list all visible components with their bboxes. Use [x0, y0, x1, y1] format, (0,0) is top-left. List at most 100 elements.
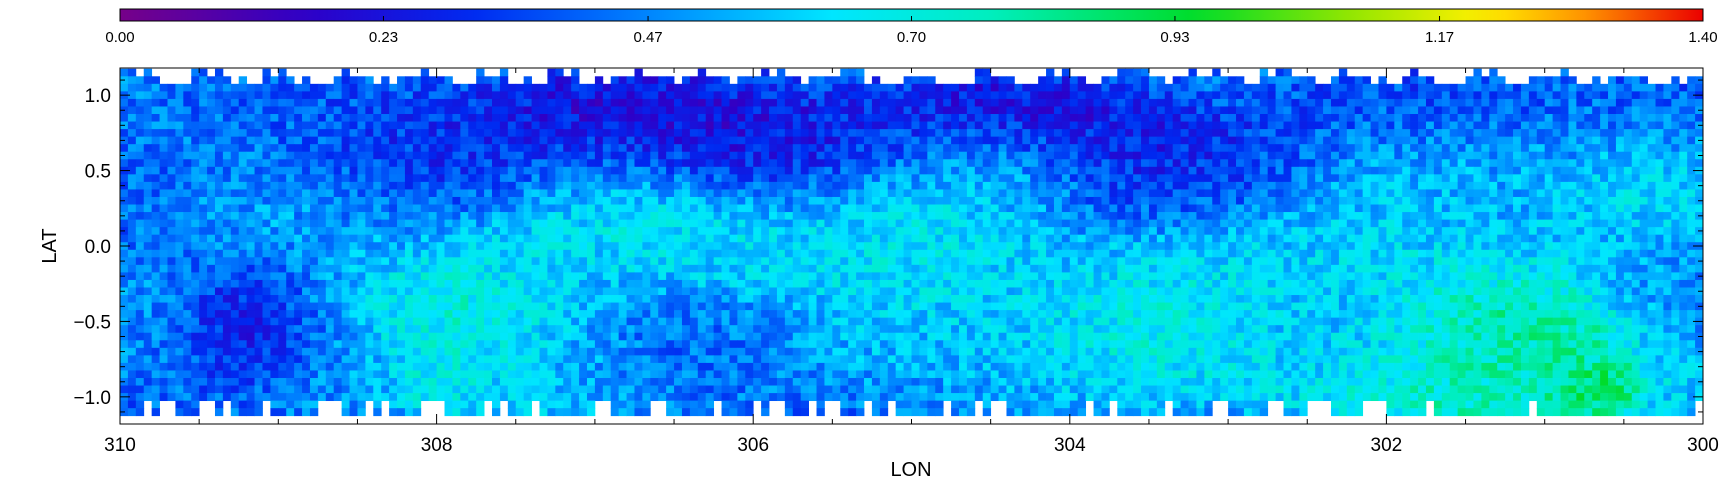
colorbar-tick-label: 0.00	[105, 29, 134, 46]
heatmap-cell	[1117, 159, 1125, 167]
heatmap-cell	[381, 159, 389, 167]
heatmap-cell	[1568, 122, 1576, 130]
heatmap-cell	[1276, 250, 1284, 258]
heatmap-cell	[650, 250, 658, 258]
heatmap-cell	[1054, 106, 1062, 114]
heatmap-cell	[223, 189, 231, 197]
heatmap-cell	[555, 114, 563, 122]
heatmap-cell	[342, 122, 350, 130]
heatmap-cell	[840, 257, 848, 265]
heatmap-cell	[619, 159, 627, 167]
heatmap-cell	[1196, 84, 1204, 92]
heatmap-cell	[1481, 174, 1489, 182]
heatmap-cell	[579, 114, 587, 122]
heatmap-cell	[1679, 182, 1687, 190]
heatmap-cell	[1204, 84, 1212, 92]
heatmap-cell	[445, 167, 453, 175]
heatmap-cell	[1656, 257, 1664, 265]
heatmap-cell	[595, 159, 603, 167]
heatmap-cell	[1196, 144, 1204, 152]
heatmap-cell	[563, 106, 571, 114]
heatmap-cell	[326, 159, 334, 167]
heatmap-cell	[1038, 197, 1046, 205]
heatmap-cell	[872, 159, 880, 167]
heatmap-cell	[516, 122, 524, 130]
heatmap-cell	[128, 144, 136, 152]
heatmap-cell	[1228, 250, 1236, 258]
heatmap-cell	[516, 114, 524, 122]
heatmap-cell	[421, 242, 429, 250]
heatmap-cell	[239, 235, 247, 243]
heatmap-cell	[634, 144, 642, 152]
heatmap-cell	[1521, 174, 1529, 182]
heatmap-cell	[223, 205, 231, 213]
heatmap-cell	[919, 212, 927, 220]
heatmap-cell	[468, 144, 476, 152]
heatmap-cell	[144, 242, 152, 250]
heatmap-cell	[658, 129, 666, 137]
heatmap-cell	[239, 242, 247, 250]
heatmap-cell	[476, 69, 484, 77]
heatmap-cell	[563, 99, 571, 107]
heatmap-cell	[1671, 106, 1679, 114]
heatmap-cell	[1299, 91, 1307, 99]
heatmap-cell	[1671, 84, 1679, 92]
heatmap-cell	[1656, 212, 1664, 220]
heatmap-cell	[255, 167, 263, 175]
heatmap-cell	[777, 174, 785, 182]
heatmap-cell	[1355, 250, 1363, 258]
heatmap-cell	[579, 106, 587, 114]
heatmap-cell	[476, 106, 484, 114]
heatmap-cell	[128, 197, 136, 205]
heatmap-cell	[326, 167, 334, 175]
heatmap-cell	[1355, 174, 1363, 182]
heatmap-cell	[484, 91, 492, 99]
heatmap-cell	[1561, 76, 1569, 84]
heatmap-cell	[1117, 212, 1125, 220]
heatmap-cell	[1402, 152, 1410, 160]
heatmap-cell	[1521, 137, 1529, 145]
heatmap-cell	[247, 174, 255, 182]
heatmap-cell	[1466, 189, 1474, 197]
heatmap-cell	[595, 84, 603, 92]
heatmap-cell	[840, 189, 848, 197]
heatmap-cell	[1204, 114, 1212, 122]
heatmap-cell	[1671, 129, 1679, 137]
heatmap-cell	[373, 91, 381, 99]
heatmap-cell	[951, 220, 959, 228]
heatmap-cell	[935, 129, 943, 137]
heatmap-cell	[262, 137, 270, 145]
heatmap-cell	[350, 122, 358, 130]
heatmap-cell	[1402, 76, 1410, 84]
heatmap-cell	[1513, 122, 1521, 130]
heatmap-cell	[951, 212, 959, 220]
heatmap-cell	[1576, 212, 1584, 220]
heatmap-cell	[714, 212, 722, 220]
heatmap-cell	[1323, 84, 1331, 92]
heatmap-cell	[634, 250, 642, 258]
heatmap-cell	[1244, 257, 1252, 265]
heatmap-cell	[1640, 122, 1648, 130]
heatmap-cell	[896, 205, 904, 213]
heatmap-cell	[603, 235, 611, 243]
heatmap-cell	[785, 76, 793, 84]
heatmap-cell	[468, 122, 476, 130]
heatmap-cell	[1078, 227, 1086, 235]
heatmap-cell	[817, 227, 825, 235]
heatmap-cell	[508, 152, 516, 160]
heatmap-cell	[429, 152, 437, 160]
heatmap-cell	[1006, 99, 1014, 107]
heatmap-cell	[1046, 197, 1054, 205]
heatmap-cell	[294, 84, 302, 92]
heatmap-cell	[627, 91, 635, 99]
heatmap-cell	[1584, 84, 1592, 92]
heatmap-cell	[476, 122, 484, 130]
heatmap-cell	[1505, 137, 1513, 145]
heatmap-cell	[262, 227, 270, 235]
heatmap-cell	[1236, 242, 1244, 250]
heatmap-cell	[445, 235, 453, 243]
heatmap-cell	[191, 227, 199, 235]
heatmap-cell	[737, 197, 745, 205]
heatmap-cell	[1307, 122, 1315, 130]
heatmap-cell	[1648, 212, 1656, 220]
